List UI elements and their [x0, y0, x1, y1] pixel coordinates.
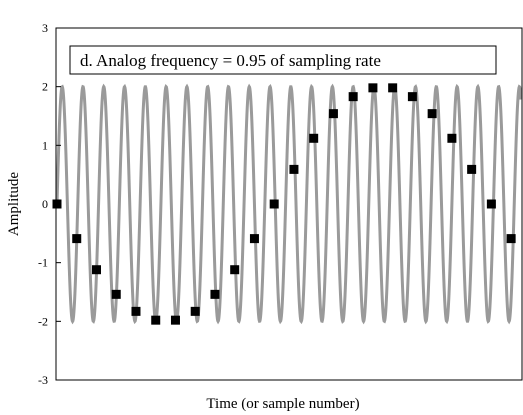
y-axis-title: Amplitude	[6, 172, 22, 237]
sample-point	[348, 92, 358, 102]
sample-point	[467, 164, 477, 174]
sample-point	[210, 289, 220, 299]
sample-point	[170, 315, 180, 325]
sample-point	[269, 199, 279, 209]
analog-sine-wave	[55, 83, 523, 325]
chart-title: d. Analog frequency = 0.95 of sampling r…	[80, 51, 381, 70]
sample-point	[506, 234, 516, 244]
sample-point	[388, 83, 398, 93]
sample-point	[111, 289, 121, 299]
sample-point	[368, 83, 378, 93]
sample-point	[249, 234, 259, 244]
sample-point	[91, 265, 101, 275]
sample-point	[190, 306, 200, 316]
sample-point	[151, 315, 161, 325]
y-tick-label: 3	[42, 21, 48, 35]
sample-point	[486, 199, 496, 209]
x-axis-title: Time (or sample number)	[206, 396, 359, 412]
legend-box	[69, 45, 497, 75]
y-tick-label: 1	[42, 138, 48, 152]
sample-point	[309, 133, 319, 143]
y-tick-label: -2	[38, 314, 48, 328]
sample-point	[131, 306, 141, 316]
y-tick-label: 2	[42, 80, 48, 94]
y-tick-label: -3	[38, 373, 48, 387]
sine-wave-layer	[55, 83, 523, 325]
sample-point	[447, 133, 457, 143]
sample-point	[289, 164, 299, 174]
sample-point	[72, 234, 82, 244]
sample-point	[328, 109, 338, 119]
sample-point	[230, 265, 240, 275]
sample-point	[427, 109, 437, 119]
y-axis: 3 2 1 0 -1 -2 -3	[38, 21, 61, 387]
sample-point	[407, 92, 417, 102]
y-tick-label: -1	[38, 256, 48, 270]
y-tick-label: 0	[42, 197, 48, 211]
